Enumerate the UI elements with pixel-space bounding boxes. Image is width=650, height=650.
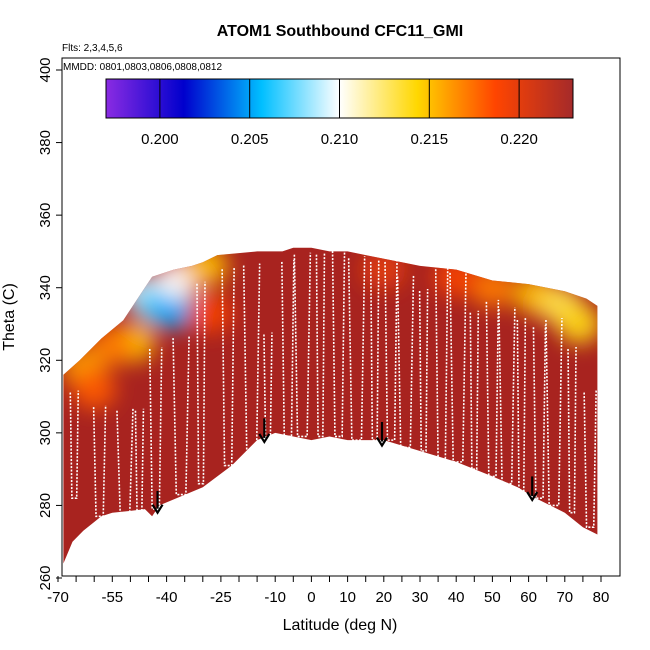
field-cell: [188, 293, 233, 334]
flight-profile-trace: [434, 267, 449, 463]
flight-profile-trace: [196, 281, 206, 485]
colorbar-tick-label: 0.210: [321, 131, 359, 148]
x-tick-label: 80: [593, 589, 610, 606]
flight-arrows: [151, 418, 539, 515]
x-tick-label: 40: [448, 589, 465, 606]
flight-profile-trace: [369, 259, 380, 441]
x-axis-label: Latitude (deg N): [283, 617, 398, 634]
flight-profile-trace: [498, 307, 516, 485]
flights-note: Flts: 2,3,4,5,6: [62, 43, 123, 54]
x-tick-label: -40: [156, 589, 178, 606]
field-cell: [361, 249, 406, 290]
colorbar-tick-label: 0.200: [141, 131, 179, 148]
flight-profile-trace: [449, 270, 467, 463]
x-axis: -70 -55 -40 -25 -10 0 10 20 30 40 50 60 70 80: [47, 576, 609, 606]
chart-title: ATOM1 Southbound CFC11_GMI: [217, 23, 464, 40]
theta-latitude-field: [63, 247, 598, 564]
field-cell: [557, 304, 598, 344]
x-tick-label: 20: [375, 589, 392, 606]
x-tick-label: -10: [264, 589, 286, 606]
x-tick-label: 60: [520, 589, 537, 606]
colorbar-tick-label: 0.205: [231, 131, 269, 148]
x-tick-label: 50: [484, 589, 501, 606]
field-cell: [72, 369, 117, 410]
flight-profile-trace: [384, 259, 398, 441]
y-tick-label: 400: [37, 57, 54, 82]
x-tick-label: 30: [412, 589, 429, 606]
arrow-head: [151, 504, 164, 515]
field-cell: [470, 267, 515, 308]
colorbar: 0.200 0.205 0.210 0.215 0.220: [105, 78, 574, 148]
flight-profile-trace: [92, 405, 107, 518]
flight-profile-trace: [418, 288, 429, 452]
y-axis: 260 280 300 320 340 360 380 400: [37, 57, 62, 591]
field-cell: [434, 256, 479, 297]
arrow-head: [258, 433, 271, 445]
flight-profile-trace: [69, 390, 80, 499]
flight-profile-trace: [172, 336, 190, 496]
x-tick-label: -55: [101, 589, 123, 606]
colorbar-tick-label: 0.220: [500, 131, 538, 148]
flight-profile-trace: [545, 317, 563, 507]
y-tick-label: 320: [37, 348, 54, 373]
flight-profile-trace: [263, 332, 273, 441]
flight-profile-trace: [485, 299, 500, 478]
y-tick-label: 380: [37, 130, 54, 155]
flight-profile-trace: [281, 259, 295, 438]
field-cell: [151, 289, 196, 330]
x-tick-label: 0: [307, 589, 315, 606]
y-tick-label: 300: [37, 420, 54, 445]
y-tick-label: 360: [37, 203, 54, 228]
y-tick-label: 260: [37, 565, 54, 590]
flight-profile-trace: [116, 408, 134, 514]
x-tick-label: -25: [210, 589, 232, 606]
flight-profile-trace: [583, 390, 597, 528]
flight-profile-trace: [516, 317, 527, 492]
flight-profile-trace: [567, 347, 577, 514]
flight-profile-trace: [221, 267, 235, 467]
x-tick-label: 70: [556, 589, 573, 606]
colorbar-tick-label: 0.215: [411, 131, 449, 148]
y-axis-label: Theta (C): [1, 283, 18, 351]
arrow-head: [376, 436, 388, 448]
x-tick-label: -70: [47, 589, 69, 606]
y-tick-label: 340: [37, 275, 54, 300]
dates-note: MMDD: 0801,0803,0806,0808,0812: [63, 62, 222, 73]
flight-profile-trace: [469, 310, 480, 470]
flight-profile-trace: [242, 263, 261, 460]
x-tick-label: 10: [339, 589, 356, 606]
arrow-head: [526, 491, 539, 503]
y-tick-label: 280: [37, 493, 54, 518]
flight-profile-trace: [331, 249, 346, 438]
plot-frame: [61, 57, 621, 577]
flight-profile-trace: [134, 408, 145, 514]
flight-profile-trace: [532, 325, 547, 499]
flight-profile-trace: [396, 274, 415, 449]
flight-profile-trace: [293, 252, 312, 438]
flight-profile-trace: [347, 256, 366, 441]
